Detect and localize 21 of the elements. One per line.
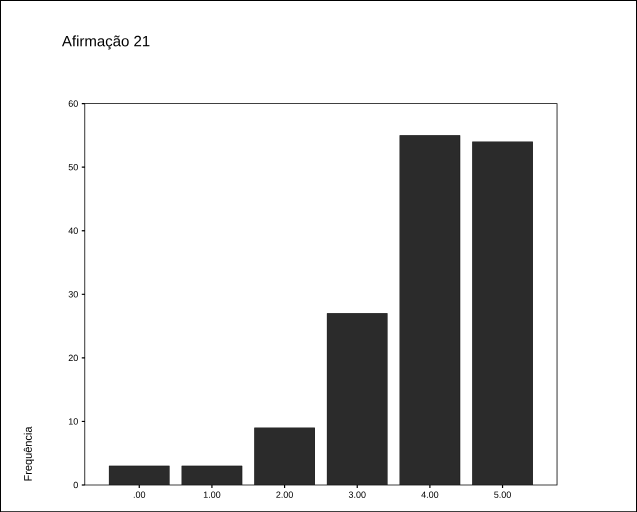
bar bbox=[109, 466, 170, 485]
bar bbox=[327, 313, 388, 485]
y-tick-label: 60 bbox=[68, 100, 78, 107]
bar bbox=[254, 428, 315, 485]
y-tick-label: 30 bbox=[68, 291, 78, 298]
y-axis-title: Frequência bbox=[24, 426, 34, 480]
bar bbox=[182, 466, 242, 485]
x-tick-label: .00 bbox=[134, 491, 146, 498]
x-tick-label: 3.00 bbox=[348, 491, 366, 498]
x-tick-label: 2.00 bbox=[276, 491, 293, 498]
chart-title: Afirmação 21 bbox=[62, 35, 150, 50]
y-tick-label: 40 bbox=[68, 227, 78, 234]
bar bbox=[472, 141, 533, 485]
x-tick-label: 1.00 bbox=[204, 491, 220, 498]
y-tick-label: 10 bbox=[68, 418, 78, 425]
y-tick-label: 20 bbox=[68, 354, 78, 361]
y-tick-label: 50 bbox=[68, 164, 78, 170]
x-tick-label: 5.00 bbox=[494, 491, 511, 498]
x-tick-label: 4.00 bbox=[421, 491, 438, 498]
bar bbox=[400, 135, 460, 485]
y-tick-label: 0 bbox=[74, 482, 78, 488]
